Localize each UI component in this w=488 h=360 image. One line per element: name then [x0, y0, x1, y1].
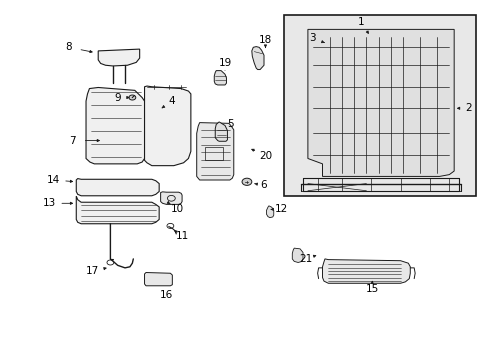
Polygon shape — [266, 206, 273, 218]
Text: 2: 2 — [465, 103, 471, 113]
Polygon shape — [160, 192, 182, 204]
Polygon shape — [215, 122, 227, 141]
Text: 20: 20 — [258, 150, 271, 161]
Text: 4: 4 — [168, 96, 174, 106]
Text: 7: 7 — [69, 136, 76, 145]
Text: 5: 5 — [227, 120, 234, 129]
Text: 16: 16 — [160, 290, 173, 300]
Polygon shape — [292, 248, 303, 262]
Polygon shape — [76, 179, 159, 196]
Bar — [204, 147, 223, 160]
Polygon shape — [196, 123, 233, 180]
Text: 18: 18 — [258, 35, 271, 45]
Text: 6: 6 — [260, 180, 267, 190]
Polygon shape — [76, 196, 159, 224]
Text: 1: 1 — [358, 17, 364, 27]
Text: 15: 15 — [365, 284, 378, 294]
Text: 17: 17 — [85, 266, 99, 276]
Text: 21: 21 — [298, 254, 311, 264]
Text: 14: 14 — [47, 175, 60, 185]
Text: 13: 13 — [43, 198, 56, 208]
Polygon shape — [86, 87, 144, 164]
Polygon shape — [214, 71, 226, 85]
Text: 19: 19 — [218, 58, 231, 68]
Polygon shape — [144, 86, 190, 166]
Circle shape — [129, 95, 136, 100]
Polygon shape — [307, 30, 453, 176]
Bar — [284, 15, 475, 196]
Text: 9: 9 — [114, 93, 121, 103]
Circle shape — [242, 178, 251, 185]
Text: 11: 11 — [175, 231, 188, 240]
Text: 3: 3 — [309, 33, 315, 43]
Polygon shape — [251, 46, 264, 69]
Polygon shape — [144, 273, 172, 286]
Text: 8: 8 — [65, 42, 72, 52]
Polygon shape — [322, 259, 409, 283]
Text: 10: 10 — [171, 204, 184, 214]
Polygon shape — [98, 49, 140, 66]
Text: 12: 12 — [274, 204, 287, 215]
